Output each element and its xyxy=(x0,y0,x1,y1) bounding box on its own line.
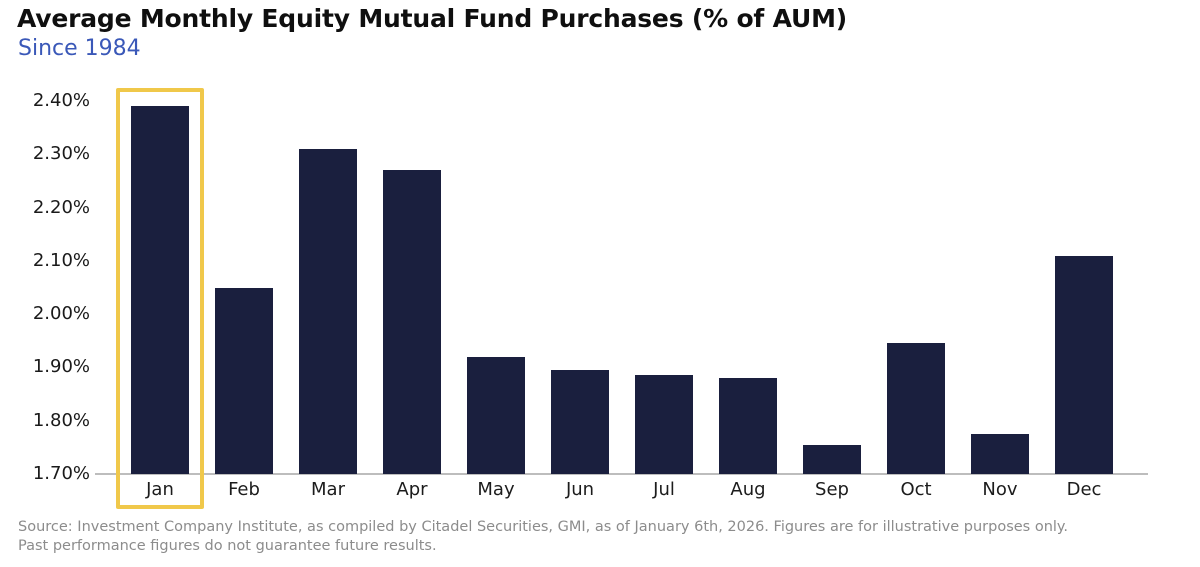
x-axis-label-nov: Nov xyxy=(982,479,1018,500)
x-axis-label-jan: Jan xyxy=(146,479,174,500)
y-axis-tick-label: 1.90% xyxy=(32,356,90,378)
highlight-box-jan xyxy=(116,88,204,509)
y-axis-tick-label: 2.00% xyxy=(32,303,90,325)
chart-title: Average Monthly Equity Mutual Fund Purch… xyxy=(17,4,847,33)
bar-oct xyxy=(887,343,945,474)
y-axis-tick-label: 2.30% xyxy=(32,143,90,165)
source-line-1: Source: Investment Company Institute, as… xyxy=(18,519,1069,535)
x-axis-label-jul: Jul xyxy=(653,479,675,500)
x-axis-label-apr: Apr xyxy=(396,479,428,500)
y-axis-tick-label: 2.10% xyxy=(32,249,90,271)
x-axis-label-feb: Feb xyxy=(228,479,260,500)
x-axis-label-may: May xyxy=(477,479,515,500)
bar-aug xyxy=(719,378,777,474)
x-axis-label-mar: Mar xyxy=(311,479,345,500)
x-axis-label-jun: Jun xyxy=(565,479,595,500)
y-axis-tick-label: 2.40% xyxy=(32,90,90,111)
bar-apr xyxy=(383,170,441,474)
bar-feb xyxy=(215,287,273,474)
x-axis-label-sep: Sep xyxy=(815,479,849,500)
source-line-2: Past performance figures do not guarante… xyxy=(18,538,437,554)
x-axis-label-oct: Oct xyxy=(900,479,932,500)
bar-jun xyxy=(551,370,609,474)
bar-may xyxy=(467,356,525,474)
source-note: Source: Investment Company Institute, as… xyxy=(18,518,1068,556)
y-axis-tick-label: 2.20% xyxy=(32,196,90,218)
y-axis-tick-label: 1.80% xyxy=(32,409,90,431)
bar-jul xyxy=(635,375,693,474)
bar-dec xyxy=(1055,255,1113,474)
chart-subtitle: Since 1984 xyxy=(18,36,141,61)
x-axis-label-dec: Dec xyxy=(1066,479,1102,500)
bar-jan xyxy=(131,106,189,474)
y-axis-tick-label: 1.70% xyxy=(32,463,90,484)
bar-sep xyxy=(803,444,861,474)
x-axis-label-aug: Aug xyxy=(730,479,766,500)
x-axis-line xyxy=(95,473,1148,475)
bar-nov xyxy=(971,434,1029,474)
bar-mar xyxy=(299,148,357,474)
